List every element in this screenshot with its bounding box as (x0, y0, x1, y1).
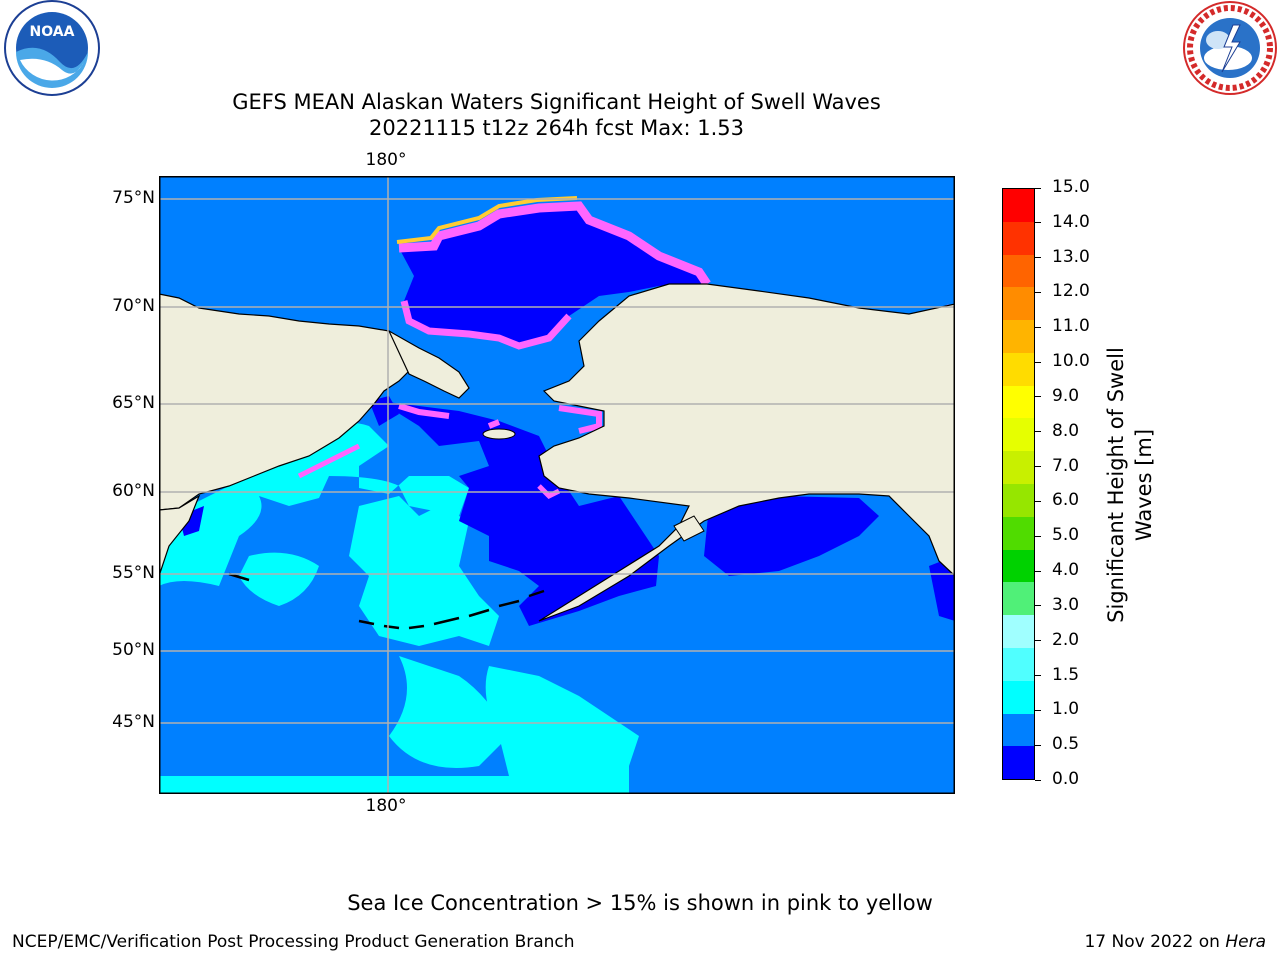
colorbar-tick-mark (1035, 257, 1041, 259)
colorbar-segment (1003, 352, 1034, 386)
colorbar-segment (1003, 582, 1034, 616)
footer-host: Hera (1225, 932, 1266, 952)
colorbar-tick-mark (1035, 675, 1041, 677)
colorbar-segments (1003, 189, 1034, 780)
colorbar-tick-label: 11.0 (1052, 316, 1090, 337)
colorbar-tick-label: 5.0 (1052, 525, 1080, 546)
colorbar-segment (1003, 287, 1034, 321)
chart-subtitle: 20221115 t12z 264h fcst Max: 1.53 (369, 116, 744, 140)
colorbar-tick-label: 15.0 (1052, 177, 1090, 197)
colorbar-segment (1003, 647, 1034, 681)
chart-title: GEFS MEAN Alaskan Waters Significant Hei… (232, 90, 881, 114)
colorbar-title-line1: Significant Height of Swell (1104, 347, 1128, 623)
colorbar-segment (1003, 189, 1034, 222)
colorbar-tick-label: 0.5 (1052, 734, 1080, 755)
colorbar-tick-mark (1035, 291, 1041, 293)
map-frame (159, 176, 955, 794)
colorbar-tick-label: 2.0 (1052, 629, 1080, 650)
map-panel (158, 176, 956, 794)
colorbar-tick-label: 3.0 (1052, 594, 1080, 615)
colorbar-tick-mark (1035, 396, 1041, 398)
national-weather-service-logo-icon (1183, 1, 1277, 95)
lon-label-bottom: 180° (365, 796, 407, 816)
sea-ice-edge (398, 201, 711, 287)
footer-right: 17 Nov 2022 on Hera (1084, 932, 1266, 952)
colorbar-segment (1003, 746, 1034, 780)
nws-logo (1178, 0, 1278, 100)
lat-label-50: 50°N (112, 640, 155, 660)
colorbar-tick-mark (1035, 605, 1041, 607)
colorbar-tick-label: 14.0 (1052, 211, 1090, 232)
colorbar-tick-mark (1035, 709, 1041, 711)
colorbar-segment (1003, 385, 1034, 419)
lat-label-65: 65°N (112, 393, 155, 413)
colorbar-tick-mark (1035, 431, 1041, 433)
map-svg (158, 176, 956, 794)
noaa-logo-text: NOAA (30, 24, 75, 40)
colorbar-tick-mark (1035, 744, 1041, 746)
colorbar-tick-mark (1035, 326, 1041, 328)
colorbar-segment (1003, 549, 1034, 583)
lat-label-55: 55°N (112, 563, 155, 583)
colorbar-tick-label: 6.0 (1052, 490, 1080, 511)
colorbar-tick-mark (1035, 222, 1041, 224)
noaa-logo: NOAA (0, 0, 106, 100)
lat-label-75: 75°N (112, 188, 155, 208)
colorbar-title: Significant Height of Swell Waves [m] (1102, 305, 1158, 665)
colorbar-segment (1003, 418, 1034, 452)
colorbar-tick-mark (1035, 500, 1041, 502)
colorbar-segment (1003, 254, 1034, 288)
swell-cyan-region (159, 422, 639, 794)
colorbar-tick-label: 1.0 (1052, 699, 1080, 720)
colorbar-tick-label: 12.0 (1052, 281, 1090, 302)
colorbar (1002, 188, 1035, 780)
colorbar-tick-mark (1035, 640, 1041, 642)
sea-ice-note: Sea Ice Concentration > 15% is shown in … (347, 891, 933, 915)
colorbar-tick-label: 4.0 (1052, 560, 1080, 581)
colorbar-title-line2: Waves [m] (1132, 428, 1156, 542)
land-siberia (158, 293, 415, 511)
aleutian-islands (228, 572, 545, 630)
swell-blue-region (379, 401, 659, 626)
map-gridlines (159, 176, 955, 794)
colorbar-tick-mark (1035, 361, 1041, 363)
colorbar-tick-mark (1035, 466, 1041, 468)
colorbar-segment (1003, 221, 1034, 255)
colorbar-tick-label: 10.0 (1052, 351, 1090, 372)
colorbar-tick-mark (1035, 779, 1041, 781)
lat-label-45: 45°N (112, 712, 155, 732)
colorbar-tick-label: 7.0 (1052, 455, 1080, 476)
colorbar-segment (1003, 615, 1034, 648)
footer-date: 17 Nov 2022 on (1084, 932, 1226, 952)
lat-label-70: 70°N (112, 296, 155, 316)
footer-left: NCEP/EMC/Verification Post Processing Pr… (12, 932, 575, 952)
colorbar-tick-mark (1035, 187, 1041, 189)
colorbar-segment (1003, 320, 1034, 353)
land-alaska (538, 283, 956, 622)
colorbar-tick-label: 0.0 (1052, 769, 1080, 789)
colorbar-tick-mark (1035, 570, 1041, 572)
lon-label-top: 180° (365, 150, 407, 170)
colorbar-segment (1003, 484, 1034, 517)
colorbar-tick-mark (1035, 535, 1041, 537)
colorbar-tick-label: 8.0 (1052, 420, 1080, 441)
colorbar-segment (1003, 516, 1034, 550)
lat-label-60: 60°N (112, 481, 155, 501)
colorbar-tick-label: 13.0 (1052, 246, 1090, 267)
land-st-lawrence-island (482, 428, 516, 440)
colorbar-tick-label: 9.0 (1052, 385, 1080, 406)
colorbar-segment (1003, 680, 1034, 714)
colorbar-segment (1003, 713, 1034, 747)
noaa-logo-icon: NOAA (4, 0, 100, 96)
colorbar-segment (1003, 451, 1034, 485)
colorbar-tick-label: 1.5 (1052, 664, 1080, 685)
